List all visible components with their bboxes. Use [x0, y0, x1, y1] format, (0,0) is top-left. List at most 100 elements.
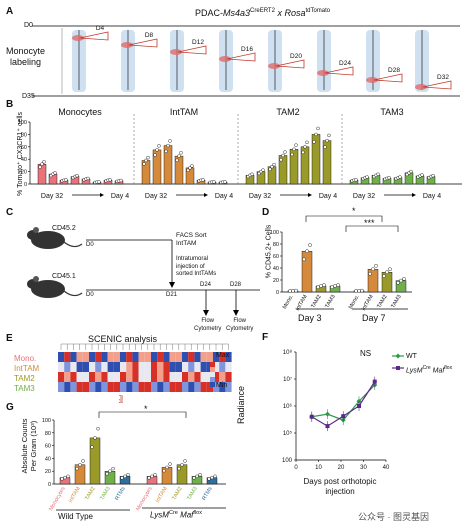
b-point [257, 171, 261, 176]
g-point [165, 465, 169, 470]
b-point [350, 179, 354, 183]
heatmap-cell [132, 372, 139, 382]
b-point [95, 180, 99, 184]
heatmap-cell [182, 382, 189, 392]
b-point [250, 172, 254, 176]
d-ytick-label: 60 [273, 254, 279, 260]
b-point [208, 180, 212, 185]
heatmap-cell [89, 382, 96, 392]
b-point [416, 175, 420, 179]
heatmap-legend-swatch [210, 372, 215, 377]
heatmap-cell [138, 372, 145, 382]
b-point [385, 176, 389, 181]
g-point [120, 476, 124, 480]
heatmap-cell [89, 362, 96, 372]
heatmap-cell [213, 362, 220, 372]
heatmap-maf-label: Maf [119, 394, 126, 404]
g-group2-gene2: Maf [177, 510, 194, 520]
heatmap-cell [76, 382, 83, 392]
heatmap-cell [58, 362, 65, 372]
panel-d-group2: Day 7 [362, 313, 386, 323]
b-point [168, 139, 172, 143]
b-group-title-3: TAM3 [380, 107, 403, 117]
b-point [374, 173, 378, 178]
heatmap-row-tam3: TAM3 [14, 384, 35, 393]
heatmap-cell [126, 352, 133, 362]
f-xlabel-line2: injection [325, 487, 355, 496]
d-point [288, 289, 292, 293]
b-point [303, 145, 307, 149]
b-bar [256, 171, 266, 185]
b-bar [360, 177, 370, 185]
b-bar [70, 176, 80, 185]
b-point [212, 180, 216, 184]
b-point [396, 176, 400, 180]
b-point [144, 158, 148, 163]
d-point [399, 278, 403, 283]
b-point [261, 168, 265, 172]
c-d0-bottom: D0 [86, 292, 94, 298]
f-point [357, 404, 361, 408]
heatmap-cell [182, 362, 189, 372]
b-bar [196, 180, 206, 185]
heatmap-cell [206, 382, 213, 392]
b-from-3: Day 32 [353, 193, 375, 200]
panel-f-letter: F [262, 332, 269, 343]
g-point [192, 476, 196, 480]
g-point [111, 466, 115, 471]
heatmap-cell [76, 372, 83, 382]
g-point [213, 474, 217, 479]
heatmap-cell [182, 372, 189, 382]
b-point [190, 164, 194, 168]
b-point [177, 154, 181, 158]
b-point [305, 140, 309, 145]
b-point [60, 179, 64, 183]
heatmap-cell [213, 372, 220, 382]
heatmap-cell [95, 372, 102, 382]
panel-a-title-sup2: tdTomato [305, 8, 331, 14]
b-bar [382, 178, 392, 185]
b-point [376, 172, 380, 176]
legend-ko-sup2: flox [444, 365, 453, 371]
c-d21: D21 [166, 292, 178, 298]
f-point [309, 414, 314, 419]
heatmap-cell [169, 382, 176, 392]
day-label-D20: D20 [290, 53, 302, 60]
f-point [372, 382, 378, 388]
facs-line2: IntTAM [176, 240, 197, 247]
heatmap-cell [169, 362, 176, 372]
heatmap-cell [194, 382, 201, 392]
b-point [157, 144, 161, 148]
b-point [142, 162, 146, 166]
b-bar [278, 155, 288, 185]
panel-a-title-x: x [274, 8, 285, 18]
g-point [123, 474, 127, 479]
b-point [93, 180, 97, 185]
b-point [283, 150, 287, 154]
heatmap-cell [120, 352, 127, 362]
heatmap-cell [163, 352, 170, 362]
panel-g-letter: G [6, 402, 14, 413]
panel-e-letter: E [6, 333, 13, 344]
g-point [183, 459, 187, 463]
panel-d-ylabel: % CD45.2+ Cells [265, 224, 273, 279]
heatmap-row-mono: Mono. [14, 354, 37, 363]
g-point [195, 474, 199, 479]
panel-b-ylabel: % Tomato⁺ CX3CR1⁺ cells [16, 112, 24, 196]
b-point [155, 148, 159, 152]
heatmap-cell [144, 372, 151, 382]
f-ytick-label: 10⁷ [283, 376, 292, 383]
g-xtick-label: RTMs [201, 486, 214, 502]
g-bar [191, 476, 203, 485]
b-bar [114, 180, 124, 185]
heatmap-cell [113, 382, 120, 392]
b-point [365, 175, 369, 179]
heatmap-cell [70, 362, 77, 372]
b-point [259, 169, 263, 174]
vessel-D16 [219, 30, 233, 92]
heatmap-cell [188, 362, 195, 372]
heatmap-cell [200, 372, 207, 382]
b-bar [311, 134, 321, 185]
heatmap-cell [225, 362, 232, 372]
f-xtick-label: 0 [294, 465, 298, 471]
